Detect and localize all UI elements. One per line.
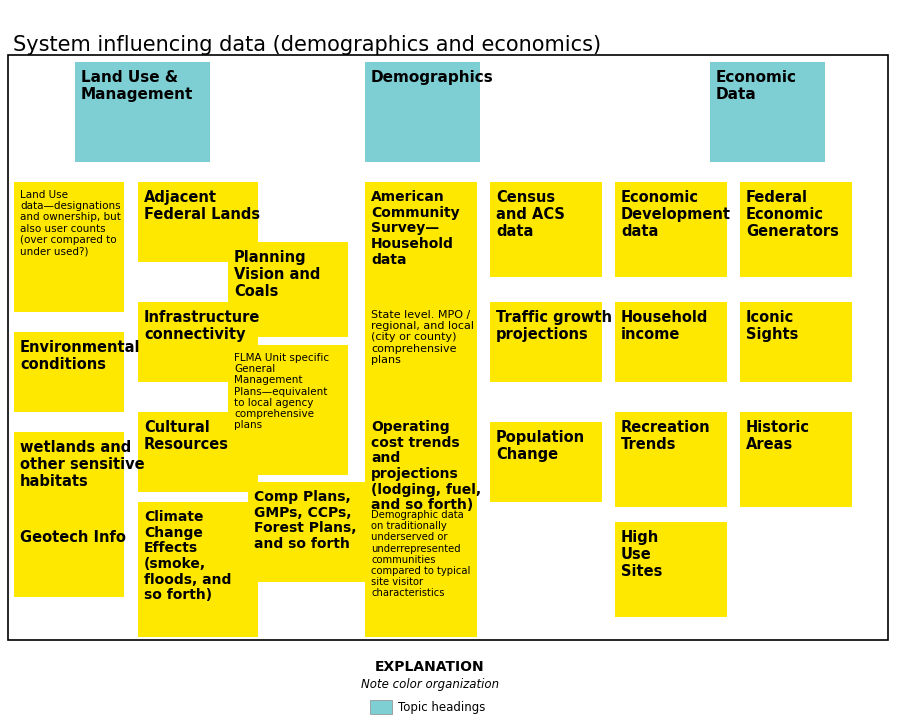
Bar: [138, 502, 258, 637]
Bar: [490, 422, 602, 502]
Text: Climate
Change
Effects
(smoke,
floods, and
so forth): Climate Change Effects (smoke, floods, a…: [143, 510, 231, 603]
Text: State level. MPO /
regional, and local
(city or county)
comprehensive
plans: State level. MPO / regional, and local (…: [371, 310, 474, 365]
Bar: [14, 432, 124, 522]
Bar: [138, 412, 258, 492]
Bar: [364, 502, 476, 637]
Text: Economic
Development
data: Economic Development data: [621, 190, 731, 239]
Bar: [14, 522, 124, 597]
Bar: [739, 412, 851, 507]
Text: Demographic data
on traditionally
underserved or
underrepresented
communities
co: Demographic data on traditionally unders…: [371, 510, 470, 598]
Bar: [614, 522, 726, 617]
Text: Adjacent
Federal Lands: Adjacent Federal Lands: [143, 190, 260, 221]
Text: Census
and ACS
data: Census and ACS data: [495, 190, 565, 239]
Bar: [227, 345, 347, 475]
Bar: [490, 302, 602, 382]
Text: High
Use
Sites: High Use Sites: [621, 530, 662, 579]
Bar: [370, 700, 391, 714]
Text: Federal
Economic
Generators: Federal Economic Generators: [745, 190, 838, 239]
Text: Demographics: Demographics: [371, 70, 493, 85]
Text: Cultural
Resources: Cultural Resources: [143, 420, 229, 452]
Bar: [248, 482, 368, 582]
Bar: [364, 412, 476, 532]
Bar: [739, 182, 851, 277]
Text: Note color organization: Note color organization: [361, 678, 499, 691]
Bar: [364, 302, 476, 412]
Bar: [490, 182, 602, 277]
Bar: [614, 182, 726, 277]
Text: Planning
Vision and
Coals: Planning Vision and Coals: [234, 250, 320, 298]
Text: EXPLANATION: EXPLANATION: [374, 660, 484, 674]
Text: Comp Plans,
GMPs, CCPs,
Forest Plans,
and so forth: Comp Plans, GMPs, CCPs, Forest Plans, an…: [253, 490, 356, 551]
Text: Historic
Areas: Historic Areas: [745, 420, 809, 452]
Text: Population
Change: Population Change: [495, 430, 584, 462]
Bar: [614, 412, 726, 507]
Bar: [227, 242, 347, 337]
Bar: [739, 302, 851, 382]
Text: Land Use &
Management: Land Use & Management: [81, 70, 193, 102]
Bar: [364, 62, 480, 162]
Text: wetlands and
other sensitive
habitats: wetlands and other sensitive habitats: [20, 440, 144, 489]
Text: FLMA Unit specific
General
Management
Plans—equivalent
to local agency
comprehen: FLMA Unit specific General Management Pl…: [234, 353, 328, 430]
Text: Recreation
Trends: Recreation Trends: [621, 420, 710, 452]
Bar: [138, 302, 258, 382]
Text: Economic
Data: Economic Data: [715, 70, 796, 102]
Text: System influencing data (demographics and economics): System influencing data (demographics an…: [13, 35, 601, 55]
Text: Environmental
conditions: Environmental conditions: [20, 340, 141, 372]
Text: Land Use
data—designations
and ownership, but
also user counts
(over compared to: Land Use data—designations and ownership…: [20, 190, 121, 256]
Bar: [364, 182, 476, 302]
Text: Infrastructure
connectivity: Infrastructure connectivity: [143, 310, 260, 342]
Bar: [138, 182, 258, 262]
Bar: [14, 332, 124, 412]
Text: Geotech Info: Geotech Info: [20, 530, 125, 545]
Bar: [75, 62, 210, 162]
Text: Operating
cost trends
and
projections
(lodging, fuel,
and so forth): Operating cost trends and projections (l…: [371, 420, 481, 512]
Bar: [14, 182, 124, 312]
Bar: [614, 302, 726, 382]
Text: American
Community
Survey—
Household
data: American Community Survey— Household dat…: [371, 190, 459, 267]
Text: Topic headings: Topic headings: [398, 700, 485, 713]
Text: Iconic
Sights: Iconic Sights: [745, 310, 797, 342]
Text: Household
income: Household income: [621, 310, 707, 342]
Text: Traffic growth
projections: Traffic growth projections: [495, 310, 612, 342]
Bar: [8, 55, 887, 640]
Bar: [709, 62, 824, 162]
